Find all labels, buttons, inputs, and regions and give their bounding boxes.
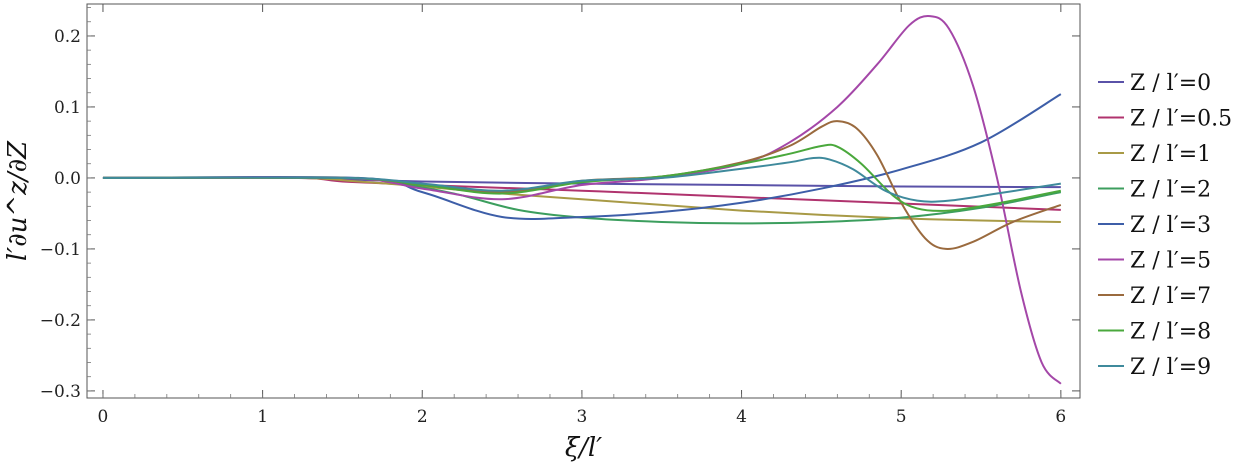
legend-label-0: Z / l′=0: [1130, 71, 1211, 96]
x-tick-label: 3: [576, 407, 587, 427]
x-tick-label: 1: [257, 407, 268, 427]
series-line-5: [102, 14, 1062, 385]
x-tick-label: 5: [896, 407, 907, 427]
axes: 0 1 2 3 4 5 6 −0.3 −0.2 −0.1 0.0 0.1 0.2 ξ/l′ l′∂u^z/∂…: [3, 3, 1081, 463]
legend-label-1: Z / l′=0.5: [1130, 107, 1232, 132]
x-tick-label: 2: [417, 407, 428, 427]
legend-label-8: Z / l′=9: [1130, 355, 1211, 380]
x-tick-label: 6: [1055, 407, 1066, 427]
y-tick-label: 0.0: [54, 169, 81, 189]
legend: Z / l′=0 Z / l′=0.5 Z / l′=1 Z / l′=2 Z / l′…: [1098, 71, 1232, 380]
legend-label-2: Z / l′=1: [1130, 142, 1211, 167]
x-axis-title: ξ/l′: [565, 433, 602, 463]
legend-label-7: Z / l′=8: [1130, 320, 1211, 345]
y-tick-label: −0.3: [40, 382, 81, 402]
y-tick-label: 0.1: [54, 98, 81, 118]
legend-label-6: Z / l′=7: [1130, 284, 1211, 309]
legend-label-5: Z / l′=5: [1130, 249, 1211, 274]
series-line-7: [102, 143, 1062, 212]
x-tick-label: 4: [736, 407, 747, 427]
series-line-8: [102, 156, 1061, 203]
y-tick-label: −0.2: [40, 311, 81, 331]
legend-label-3: Z / l′=2: [1130, 178, 1211, 203]
plot-frame: [86, 3, 1081, 399]
y-tick-label: −0.1: [40, 240, 81, 260]
y-tick-label: 0.2: [54, 27, 81, 47]
legend-label-4: Z / l′=3: [1130, 213, 1211, 238]
y-axis-title: l′∂u^z/∂Z: [3, 140, 33, 261]
x-tick-label: 0: [98, 407, 109, 427]
plot-area: [102, 14, 1062, 385]
